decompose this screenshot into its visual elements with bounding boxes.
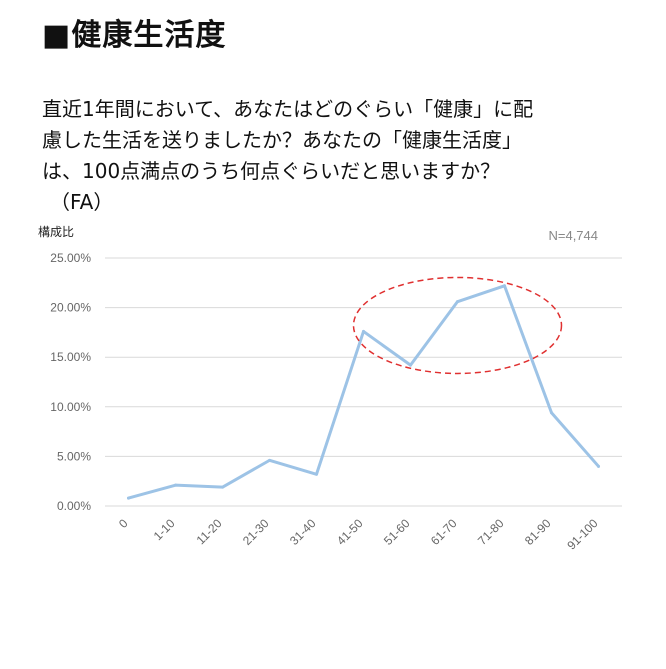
x-tick-label: 31-40	[287, 516, 319, 548]
y-tick-label: 20.00%	[50, 301, 91, 315]
x-tick-label: 11-20	[194, 516, 225, 547]
question-line-1: 直近1年間において、あなたはどのぐらい「健康」に配	[42, 97, 534, 121]
x-tick-label: 1-10	[151, 516, 178, 543]
page-heading: ■健康生活度	[42, 18, 227, 53]
data-point	[127, 496, 130, 500]
data-point	[597, 464, 600, 468]
y-tick-label: 10.00%	[50, 400, 91, 414]
sample-size-label: N=4,744	[548, 228, 598, 243]
data-point	[315, 472, 318, 476]
x-tick-label: 51-60	[381, 516, 413, 548]
data-point	[221, 485, 224, 489]
y-tick-label: 5.00%	[57, 449, 91, 463]
line-chart: 構成比 N=4,744 0.00% 5.00% 10.00% 15.00% 20.00%…	[38, 225, 622, 553]
data-point	[456, 300, 459, 304]
data-point	[550, 411, 553, 415]
data-point	[503, 284, 506, 288]
x-tick-labels: 0 1-10 11-20 21-30 31-40 41-50 51-60 61-70 71-80…	[116, 516, 601, 553]
y-tick-label: 15.00%	[50, 350, 91, 364]
x-tick-label: 61-70	[428, 516, 460, 548]
data-point	[409, 363, 412, 367]
x-tick-label: 41-50	[334, 516, 366, 548]
survey-question: 直近1年間において、あなたはどのぐらい「健康」に配 慮した生活を送りましたか？あ…	[42, 94, 642, 218]
highlight-ellipse	[352, 276, 563, 375]
question-note: （FA）	[50, 190, 114, 214]
x-tick-label: 71-80	[475, 516, 507, 548]
data-point	[362, 329, 365, 333]
grid-lines	[105, 257, 622, 507]
data-points	[127, 284, 600, 500]
question-line-3: は、100点満点のうち何点ぐらいだと思いますか？	[42, 159, 501, 183]
series-line	[127, 284, 600, 500]
x-tick-label: 21-30	[240, 516, 272, 548]
data-point	[174, 483, 177, 487]
y-tick-label: 0.00%	[57, 499, 91, 513]
data-point	[268, 458, 271, 462]
question-line-2: 慮した生活を送りましたか？あなたの「健康生活度」	[42, 128, 522, 152]
y-tick-label: 25.00%	[50, 251, 91, 265]
x-tick-label: 81-90	[522, 516, 554, 548]
y-axis-title: 構成比	[38, 225, 74, 239]
x-tick-label: 0	[116, 516, 131, 531]
x-tick-label: 91-100	[564, 516, 601, 553]
y-tick-labels: 0.00% 5.00% 10.00% 15.00% 20.00% 25.00%	[50, 251, 91, 513]
